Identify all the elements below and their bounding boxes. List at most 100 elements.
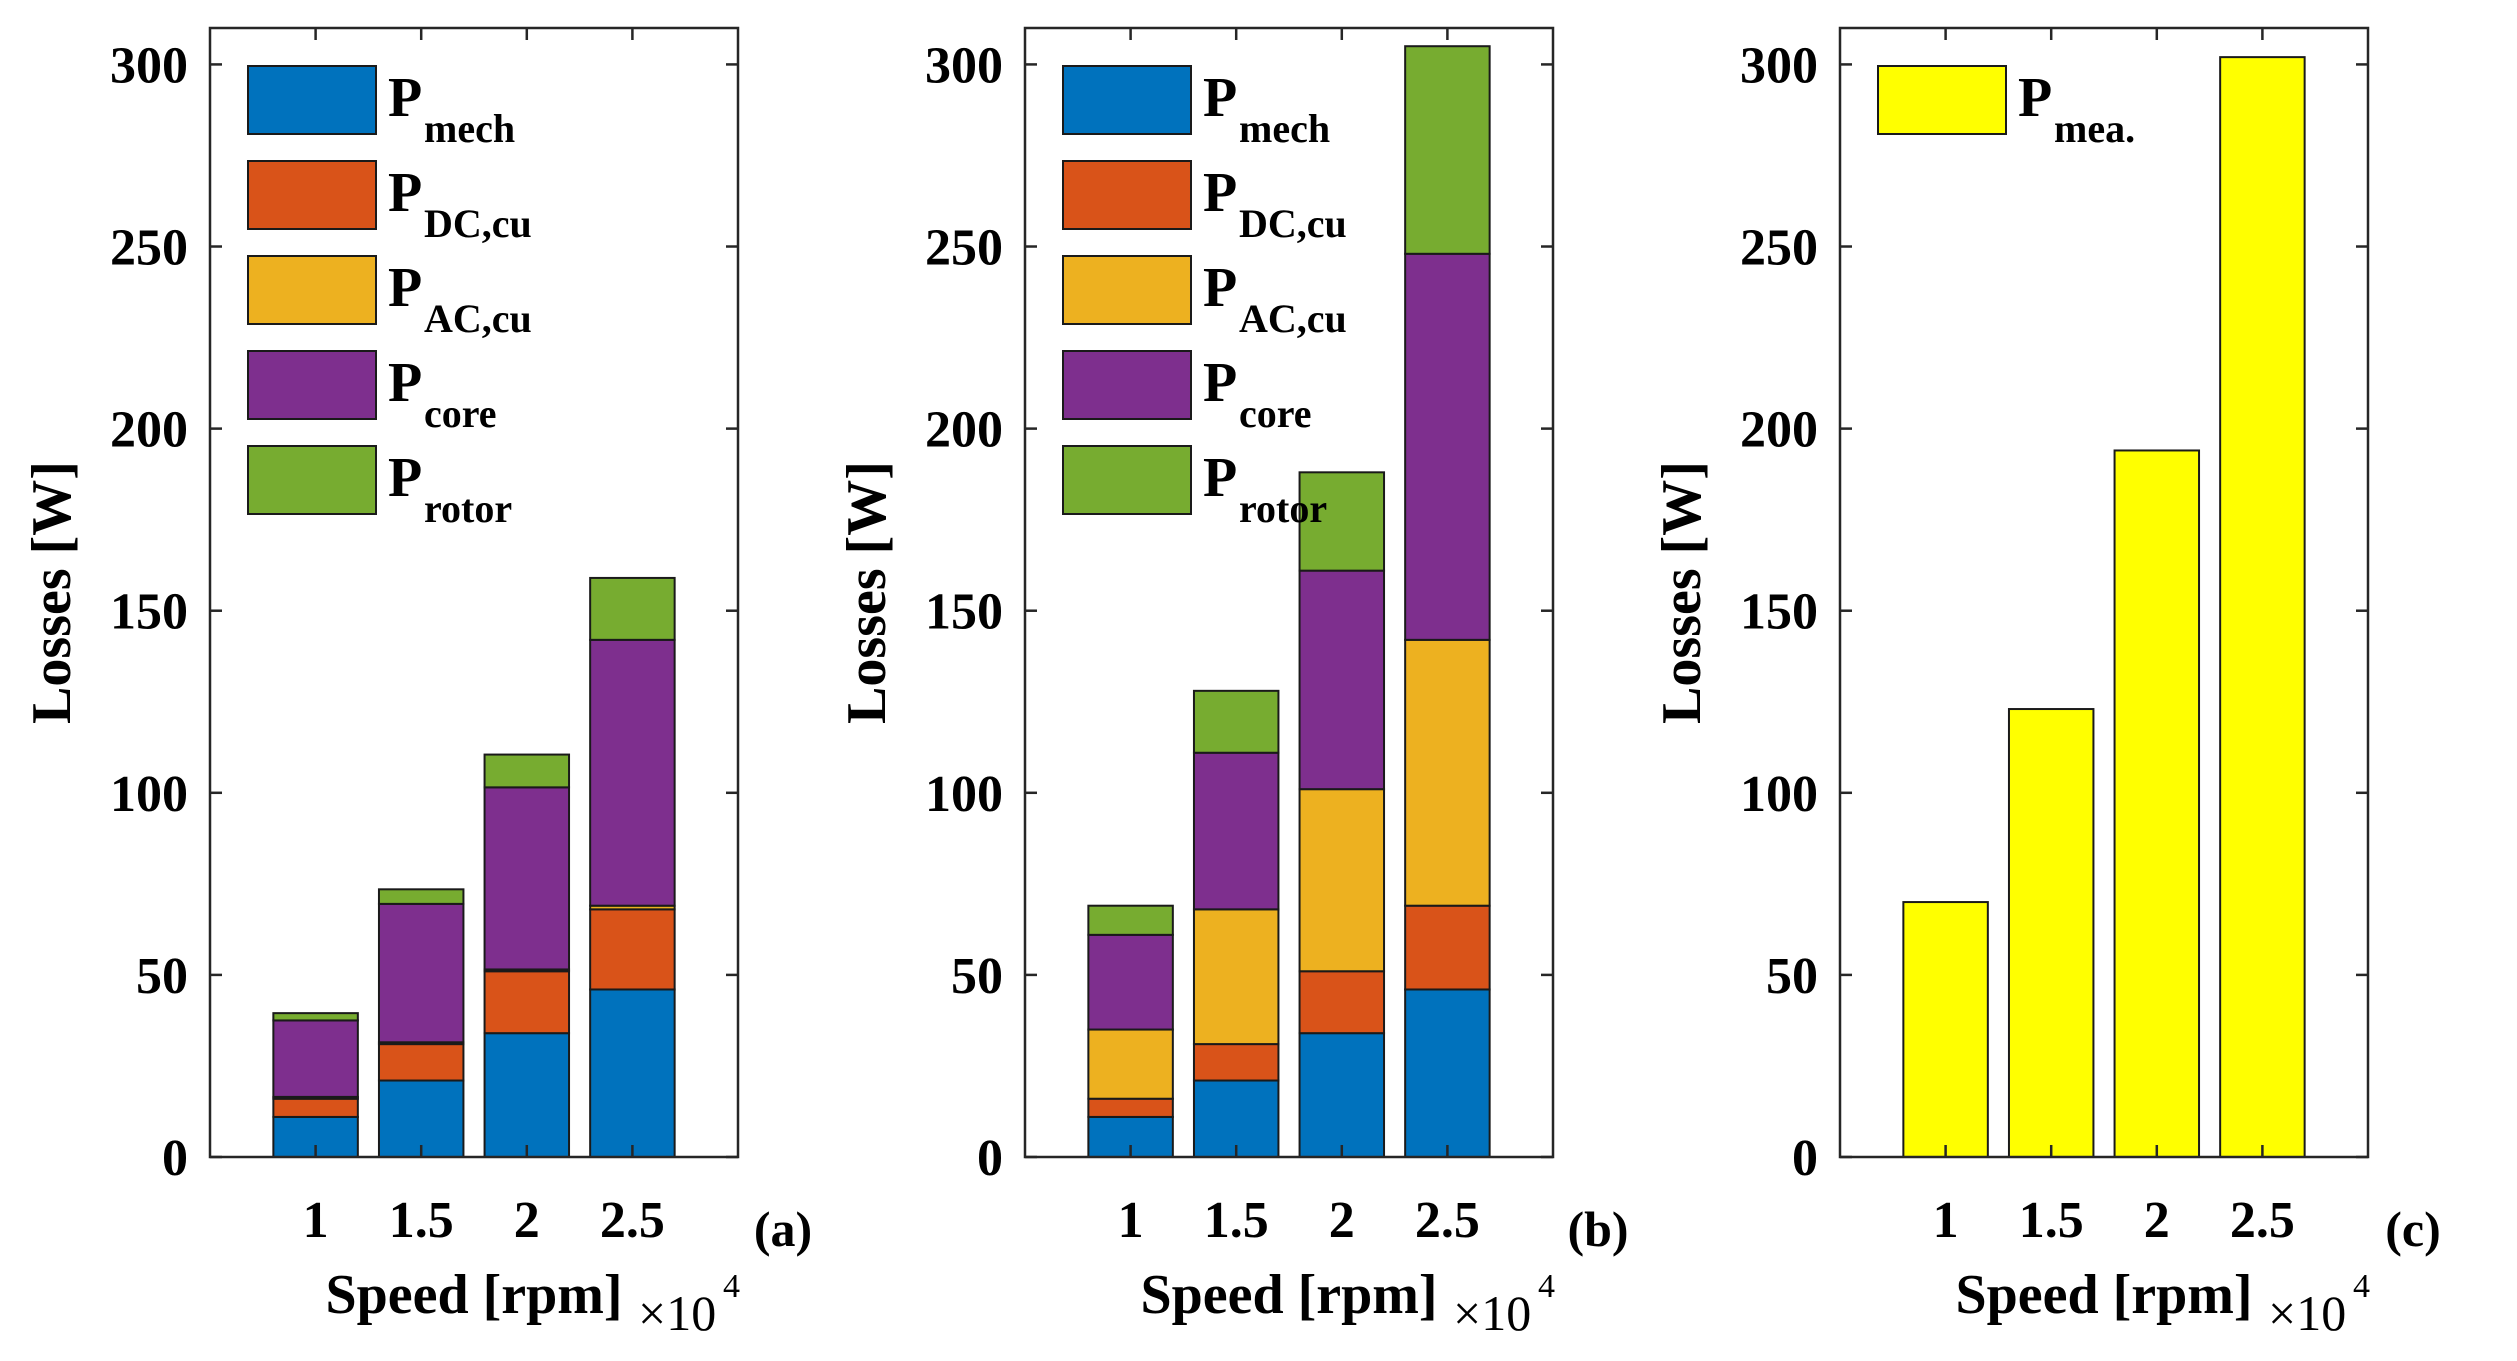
ytick-label: 100 [925,766,1003,823]
xtick-label: 2.5 [600,1192,665,1249]
bar-core-2 [483,786,571,971]
ytick-label: 300 [1740,37,1818,94]
bar-mech-2 [1298,1032,1386,1158]
x-multiplier: ×10 [1453,1285,1531,1341]
bar-ACcu-2 [1298,788,1386,973]
xtick-label: 2 [514,1192,540,1249]
legend-swatch-mech [247,65,377,135]
legend-swatch-ACcu [247,255,377,325]
legend-label: P [2018,67,2052,129]
bar-DCcu-2.5 [589,908,676,991]
y-axis-label: Losses [W] [836,461,898,724]
legend-swatch-mech [1062,65,1192,135]
y-axis-label: Losses [W] [21,461,83,724]
ytick-label: 0 [162,1130,188,1187]
bar-mea-1 [1902,901,1989,1158]
legend-label: P [1203,257,1237,319]
legend-label-subscript: mech [1239,106,1330,151]
legend-label-subscript: AC,cu [1239,296,1347,341]
bar-core-2.5 [1404,252,1491,641]
bar-core-1.5 [377,902,465,1044]
bar-core-1.5 [1192,751,1280,911]
x-multiplier-exponent: 4 [723,1268,740,1305]
x-axis-label: Speed [rpm] [1955,1264,2252,1326]
ytick-label: 300 [110,37,188,94]
bar-core-2.5 [589,638,676,907]
ytick-label: 150 [925,584,1003,641]
bar-rotor-1 [1087,904,1174,936]
legend-swatch-DCcu [1062,160,1192,230]
legend-label-subscript: mech [424,106,515,151]
x-multiplier: ×10 [2268,1285,2346,1341]
xtick-label: 1.5 [389,1192,454,1249]
xtick-label: 1 [1933,1192,1959,1249]
bar-DCcu-2 [483,970,571,1035]
ytick-label: 200 [110,402,188,459]
ytick-label: 200 [1740,402,1818,459]
ytick-label: 0 [977,1130,1003,1187]
xtick-label: 1 [303,1192,329,1249]
bar-DCcu-1.5 [1192,1043,1280,1082]
axes-box [208,26,740,1159]
ytick-label: 100 [110,766,188,823]
ytick-label: 200 [925,402,1003,459]
axes-box [1023,26,1555,1159]
bar-mea-2.5 [2219,56,2306,1158]
ytick-label: 0 [1792,1130,1818,1187]
legend-swatch-DCcu [247,160,377,230]
ytick-label: 50 [136,948,188,1005]
legend-label-subscript: core [1239,391,1312,436]
xtick-label: 2.5 [2230,1192,2295,1249]
legend-swatch-ACcu [1062,255,1192,325]
legend-swatch-rotor [247,445,377,515]
bar-mech-2.5 [1404,988,1491,1158]
ytick-label: 100 [1740,766,1818,823]
bar-DCcu-1.5 [377,1043,465,1082]
legend-label-subscript: rotor [1239,486,1327,531]
bar-DCcu-2.5 [1404,904,1491,991]
ytick-label: 50 [951,948,1003,1005]
legend-label: P [388,447,422,509]
bar-DCcu-1 [272,1097,359,1118]
bar-core-1 [1087,933,1174,1031]
legend-label-subscript: mea. [2054,106,2135,151]
y-axis-label: Losses [W] [1651,461,1713,724]
legend-label: P [388,352,422,414]
bar-core-2 [1298,569,1386,791]
legend-label-subscript: AC,cu [424,296,532,341]
legend-swatch-core [1062,350,1192,420]
legend-label: P [388,162,422,224]
legend-label-subscript: core [424,391,497,436]
legend-label: P [1203,447,1237,509]
ytick-label: 250 [110,220,188,277]
panel-label: (a) [754,1201,812,1257]
xtick-label: 1.5 [1204,1192,1269,1249]
legend-swatch-rotor [1062,445,1192,515]
legend-label-subscript: DC,cu [424,201,532,246]
axes-box [1838,26,2370,1159]
legend-label-subscript: rotor [424,486,512,531]
bar-rotor-1.5 [1192,689,1280,754]
ytick-label: 250 [1740,220,1818,277]
panel-label: (b) [1567,1201,1628,1257]
xtick-label: 2 [1329,1192,1355,1249]
panel-b: 0 50 100 150 200 250 300 1 1.5 2 2.5 Losses [W] Spee… [836,26,1629,1341]
bar-DCcu-1 [1087,1097,1174,1118]
x-multiplier: ×10 [638,1285,716,1341]
ytick-label: 250 [925,220,1003,277]
legend-swatch-mea [1877,65,2007,135]
panel-c: 0 50 100 150 200 250 300 1 1.5 2 2.5 Losses [W] Spee… [1651,26,2441,1341]
xtick-label: 1 [1118,1192,1144,1249]
x-axis-label: Speed [rpm] [1140,1264,1437,1326]
ytick-label: 50 [1766,948,1818,1005]
bar-rotor-2.5 [1404,45,1491,255]
legend-label-subscript: DC,cu [1239,201,1347,246]
bar-DCcu-2 [1298,970,1386,1035]
bar-ACcu-1.5 [1192,908,1280,1046]
bar-rotor-2.5 [589,576,676,641]
legend-label: P [1203,162,1237,224]
ytick-label: 150 [1740,584,1818,641]
